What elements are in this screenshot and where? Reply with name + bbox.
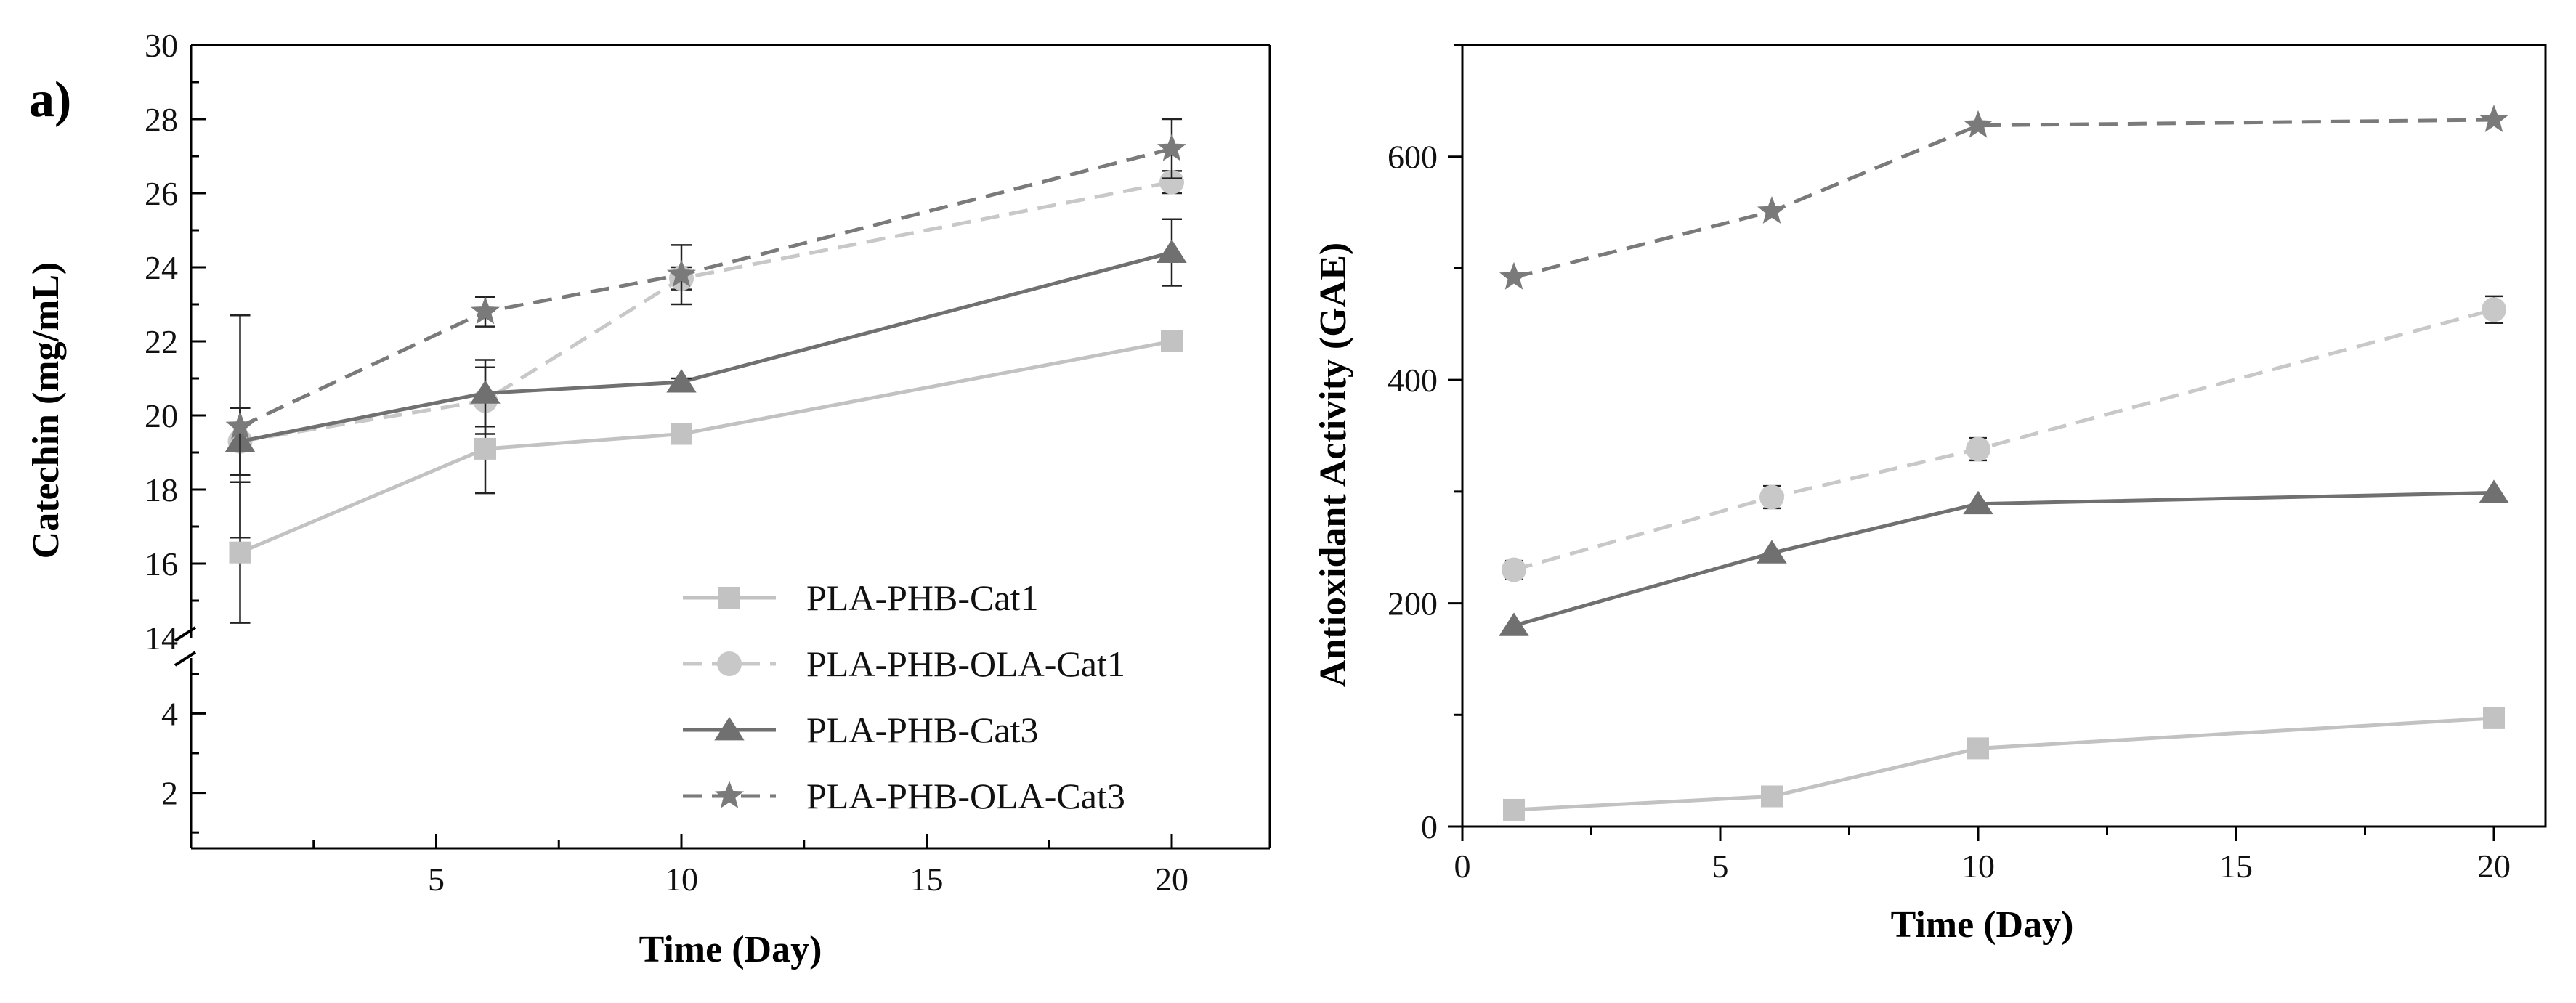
x-tick-label: 10 xyxy=(1961,848,1995,885)
y-tick-label: 20 xyxy=(145,397,178,434)
data-point xyxy=(1499,612,1529,636)
axis-break-mark xyxy=(174,651,197,667)
legend-marker xyxy=(715,781,744,808)
y-tick-label: 26 xyxy=(145,175,178,212)
series-line xyxy=(1513,118,2495,280)
legend: PLA-PHB-Cat1 PLA-PHB-OLA-Cat1 PLA-PHB-Cat3… xyxy=(683,577,1125,816)
data-point xyxy=(1757,196,1786,224)
data-point xyxy=(229,541,251,564)
legend-marker xyxy=(714,717,745,741)
data-point xyxy=(1157,133,1186,161)
data-point xyxy=(1499,261,1528,290)
y-tick-label: 600 xyxy=(1388,139,1438,176)
data-point xyxy=(1157,239,1187,263)
data-point xyxy=(671,423,692,445)
x-axis-title: Time (Day) xyxy=(639,929,822,970)
data-point xyxy=(2483,707,2505,729)
series-line xyxy=(240,251,1172,444)
x-tick-label: 5 xyxy=(1712,848,1729,885)
data-point xyxy=(1967,737,1989,760)
panel-label: a) xyxy=(29,72,71,128)
x-tick-label: 0 xyxy=(1454,848,1471,885)
data-point xyxy=(1161,330,1183,352)
x-tick-label: 5 xyxy=(428,861,445,898)
y-axis-title: Catechin (mg/mL) xyxy=(25,262,67,559)
series-pla-phb-cat1 xyxy=(229,330,1183,624)
series-line xyxy=(1513,490,2495,628)
y-tick-label: 28 xyxy=(145,101,178,138)
y-tick-label: 4 xyxy=(161,695,178,732)
data-point xyxy=(1503,798,1525,821)
data-point xyxy=(1964,110,1993,138)
data-point xyxy=(1502,557,1526,582)
series-pla-phb-cat3 xyxy=(224,218,1187,476)
legend-label: PLA-PHB-OLA-Cat1 xyxy=(806,643,1125,684)
legend-marker xyxy=(718,587,740,609)
x-tick-label: 15 xyxy=(910,861,944,898)
data-point xyxy=(1757,540,1787,564)
x-tick-label: 20 xyxy=(1155,861,1188,898)
y-tick-label: 2 xyxy=(161,775,178,812)
series-pla-phb-ola-cat1 xyxy=(1502,295,2506,582)
y-tick-label: 22 xyxy=(145,323,178,360)
y-tick-label: 30 xyxy=(145,27,178,64)
legend-marker xyxy=(717,651,742,676)
data-point xyxy=(1963,490,1993,515)
legend-label: PLA-PHB-Cat3 xyxy=(806,710,1038,750)
data-point xyxy=(1759,484,1784,510)
data-point xyxy=(1966,436,1990,462)
series-pla-phb-cat3 xyxy=(1499,479,2509,636)
x-tick-label: 15 xyxy=(2219,848,2253,885)
series-line xyxy=(1513,716,2495,812)
data-point xyxy=(2479,479,2509,503)
y-tick-label: 0 xyxy=(1421,808,1438,845)
y-tick-label: 24 xyxy=(145,249,178,286)
axis-break-mark xyxy=(174,626,197,642)
data-point xyxy=(1761,785,1783,808)
series-pla-phb-ola-cat3 xyxy=(1499,105,2508,290)
data-point xyxy=(474,437,496,460)
series-line xyxy=(239,339,1172,555)
series-pla-phb-cat1 xyxy=(1503,707,2505,821)
y-tick-label: 200 xyxy=(1388,585,1438,622)
data-point xyxy=(2482,297,2506,322)
series-line xyxy=(1513,307,2495,572)
legend-label: PLA-PHB-Cat1 xyxy=(806,577,1038,618)
data-point xyxy=(666,369,697,393)
y-axis-title: Antioxidant Activity (GAE) xyxy=(1313,243,1354,687)
legend-label: PLA-PHB-OLA-Cat3 xyxy=(806,776,1125,816)
data-point xyxy=(1159,169,1184,195)
data-point xyxy=(225,411,255,439)
y-tick-label: 14 xyxy=(145,620,178,657)
y-tick-label: 400 xyxy=(1388,362,1438,399)
x-axis-title: Time (Day) xyxy=(1891,904,2074,946)
x-tick-label: 10 xyxy=(665,861,698,898)
data-point xyxy=(470,380,501,404)
data-point xyxy=(471,296,500,325)
y-tick-label: 18 xyxy=(145,471,178,508)
data-point xyxy=(667,259,696,288)
series-pla-phb-ola-cat3 xyxy=(225,118,1186,539)
y-tick-label: 16 xyxy=(145,545,178,582)
x-tick-label: 20 xyxy=(2477,848,2511,885)
series-line xyxy=(240,180,1172,444)
data-point xyxy=(2479,105,2508,132)
plot-frame xyxy=(1461,44,2547,828)
